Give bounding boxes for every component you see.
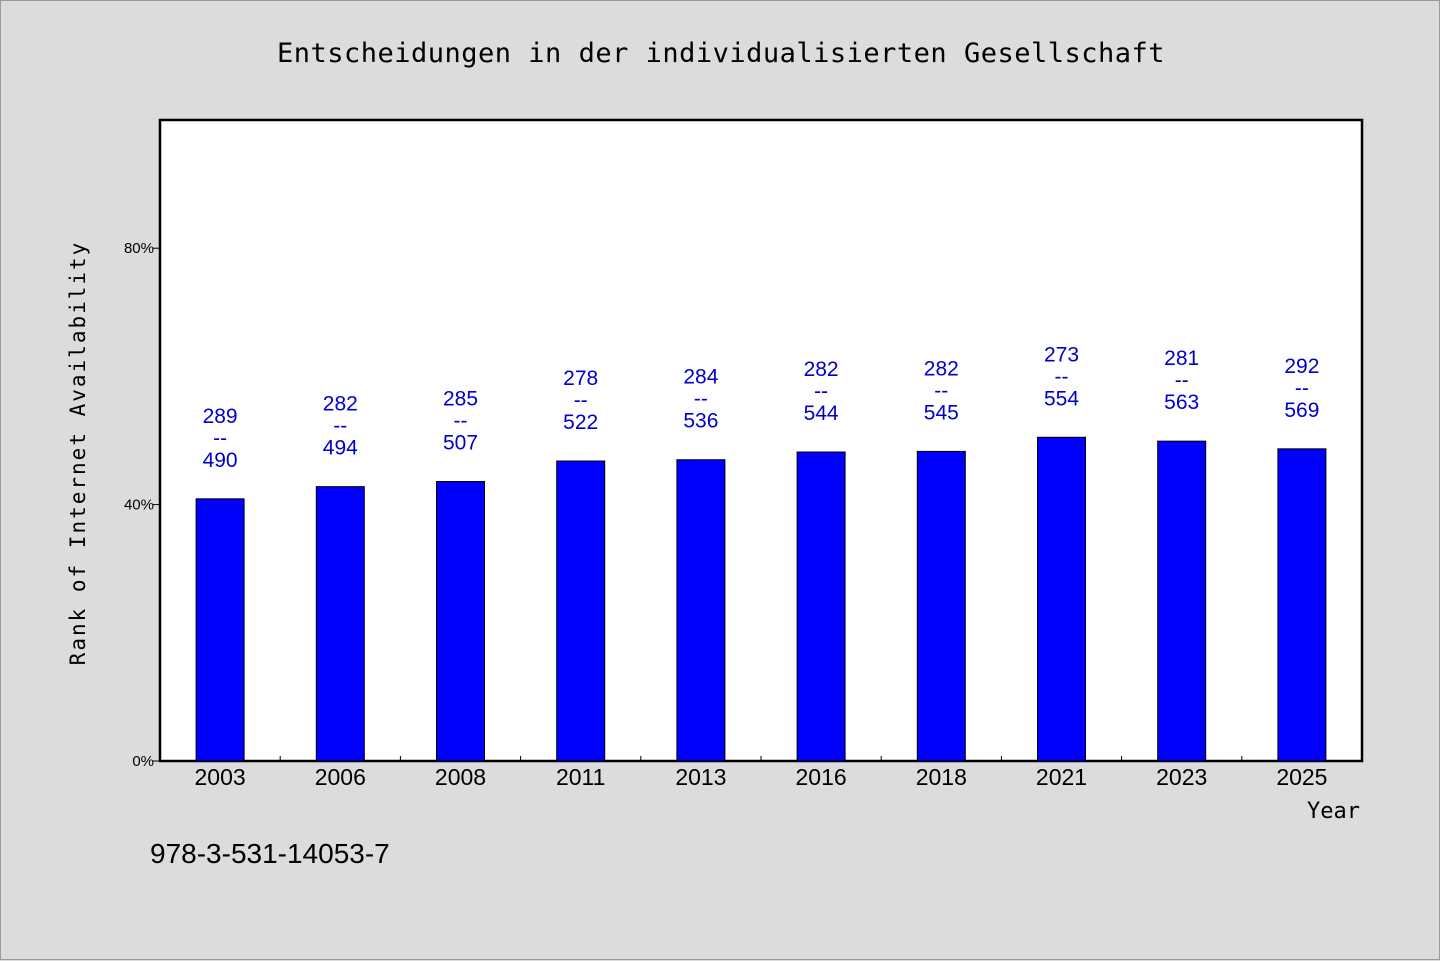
bars-group	[195, 436, 1327, 762]
x-tick-label-2008: 2008	[435, 764, 486, 790]
data-label-2018-line-2: --	[934, 379, 948, 402]
data-label-2011-line-3: 522	[563, 411, 598, 434]
x-tick-label-2021: 2021	[1036, 764, 1087, 790]
data-label-2016-line-2: --	[814, 380, 828, 403]
bar-2021	[1037, 436, 1086, 762]
bar-2023	[1157, 440, 1207, 762]
data-label-2023-line-1: 281	[1164, 347, 1199, 370]
x-axis-label: Year	[1307, 799, 1360, 824]
data-label-2025-line-1: 292	[1284, 355, 1319, 378]
y-axis: 0% 40% 80%	[124, 240, 160, 770]
data-label-2018-line-1: 282	[924, 357, 959, 380]
x-tick-label-2003: 2003	[195, 764, 246, 790]
x-tick-label-2016: 2016	[796, 764, 847, 790]
data-label-2008-line-3: 507	[443, 432, 478, 455]
data-label-2011-line-1: 278	[563, 367, 598, 390]
data-label-2013-line-3: 536	[683, 410, 718, 433]
x-tick-label-2013: 2013	[675, 764, 726, 790]
chart-title: Entscheidungen in der individualisierten…	[277, 38, 1165, 69]
data-label-2021-line-3: 554	[1044, 387, 1079, 410]
data-label-2006-line-1: 282	[323, 393, 358, 416]
y-tick-label-40: 40%	[124, 497, 154, 514]
data-label-2008-line-2: --	[454, 410, 468, 433]
bar-2008	[436, 481, 485, 762]
x-tick-label-2006: 2006	[315, 764, 366, 790]
data-label-2023-line-3: 563	[1164, 391, 1199, 414]
data-label-2011-line-2: --	[574, 389, 588, 412]
data-label-2018-line-3: 545	[924, 401, 959, 424]
data-label-2023-line-2: --	[1175, 369, 1189, 392]
data-label-2013-line-1: 284	[683, 366, 718, 389]
bar-2016	[796, 451, 846, 762]
isbn-footnote: 978-3-531-14053-7	[150, 838, 390, 869]
x-tick-label-2023: 2023	[1156, 764, 1207, 790]
data-label-2016-line-3: 544	[804, 402, 839, 425]
bar-2006	[315, 486, 365, 762]
bar-2003	[195, 498, 245, 762]
bar-2013	[676, 459, 726, 762]
data-label-2016-line-1: 282	[804, 358, 839, 381]
data-labels-group: 289--490282--494285--507278--522284--536…	[203, 343, 1320, 472]
x-axis: 2003 2006 2008 2011 2013 2016 2018 2021 2023 2025	[195, 756, 1327, 790]
data-label-2003-line-1: 289	[203, 405, 238, 428]
data-label-2021-line-1: 273	[1044, 343, 1079, 366]
x-tick-label-2025: 2025	[1276, 764, 1327, 790]
bar-2025	[1277, 448, 1327, 762]
y-tick-label-80: 80%	[124, 240, 154, 257]
data-label-2008-line-1: 285	[443, 388, 478, 411]
x-tick-label-2011: 2011	[556, 764, 605, 790]
data-label-2013-line-2: --	[694, 388, 708, 411]
data-label-2003-line-3: 490	[203, 449, 238, 472]
data-label-2006-line-3: 494	[323, 437, 358, 460]
data-label-2025-line-3: 569	[1284, 399, 1319, 422]
data-label-2006-line-2: --	[333, 415, 347, 438]
bar-2011	[556, 460, 606, 762]
y-tick-label-0: 0%	[132, 753, 154, 770]
data-label-2025-line-2: --	[1295, 377, 1309, 400]
bar-2018	[916, 450, 966, 762]
data-label-2021-line-2: --	[1055, 365, 1069, 388]
data-label-2003-line-2: --	[213, 427, 227, 450]
y-axis-label: Rank of Internet Availability	[66, 241, 90, 666]
x-tick-label-2018: 2018	[916, 764, 967, 790]
